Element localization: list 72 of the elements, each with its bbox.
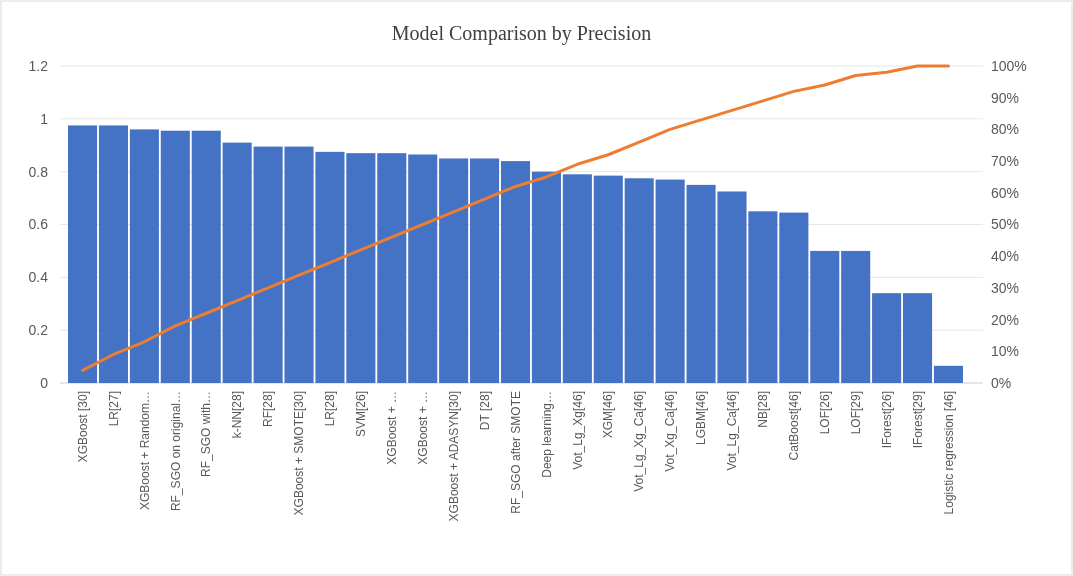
bar [68, 125, 98, 383]
bar [222, 142, 252, 383]
x-tick-label: LOF[29] [848, 391, 863, 435]
bar [903, 293, 933, 383]
x-tick-label: CatBoost[46] [787, 391, 802, 461]
y-tick-label: 0 [40, 374, 49, 391]
y-tick-label: 1 [40, 110, 49, 127]
bar [779, 212, 809, 383]
y2-tick-label: 100% [991, 57, 1027, 74]
x-tick-label: IForest[26] [879, 391, 894, 449]
y2-tick-label: 80% [991, 121, 1020, 138]
x-tick-label: XGBoost [30] [75, 391, 90, 463]
x-tick-label: XGBoost + SMOTE[30] [292, 391, 307, 516]
bar [562, 174, 592, 383]
bar [160, 130, 190, 383]
x-tick-label: Vot_Lg_Xg[46] [570, 391, 585, 470]
bar [933, 365, 963, 383]
bar [655, 179, 685, 383]
y-tick-label: 0.2 [28, 322, 49, 339]
x-tick-label: Vot_Lg_Xg_Ca[46] [632, 391, 647, 492]
x-tick-label: k-NN[28] [230, 391, 245, 439]
x-tick-label: LR[27] [106, 391, 121, 427]
y2-tick-label: 10% [991, 343, 1020, 360]
x-tick-label: RF[28] [261, 391, 276, 428]
y2-tick-label: 70% [991, 153, 1020, 169]
y2-tick-label: 30% [991, 279, 1020, 296]
y-tick-label: 1.2 [28, 57, 49, 74]
x-tick-label: XGBoost + Random… [137, 391, 152, 511]
x-tick-label: DT [28] [477, 391, 492, 431]
x-tick-label: RF_SGO on original… [168, 391, 183, 512]
bar [841, 250, 871, 383]
y2-tick-label: 50% [991, 216, 1020, 233]
x-tick-label: XGBoost + … [385, 391, 399, 465]
bar [470, 158, 500, 383]
x-tick-label: NB[28] [756, 391, 771, 428]
y2-tick-label: 60% [991, 184, 1020, 201]
bar [531, 171, 561, 383]
x-tick-label: Vot_Lg_Ca[46] [725, 391, 740, 471]
y-tick-label: 0.8 [28, 163, 49, 180]
y2-tick-label: 40% [991, 248, 1020, 265]
x-tick-label: IForest[29] [910, 391, 925, 449]
x-tick-label: XGBoost + … [415, 391, 430, 465]
y2-tick-label: 0% [991, 374, 1012, 391]
bar [191, 130, 221, 383]
y-tick-label: 0.6 [28, 216, 49, 233]
x-tick-label: RF_SGO with… [199, 391, 214, 478]
x-tick-label: Logistic regression [46] [941, 391, 956, 515]
y-tick-label: 0.4 [28, 269, 49, 286]
x-tick-label: Vot_Xg_Ca[46] [663, 391, 678, 472]
bar [593, 175, 623, 383]
chart-title: Model Comparison by Precision [391, 22, 652, 45]
line-series [81, 64, 950, 372]
bar [624, 178, 654, 383]
x-tick-label: LGBM[46] [694, 391, 709, 446]
bar [500, 161, 531, 383]
x-tick-label: LOF[26] [817, 391, 832, 435]
x-tick-label: LR[28] [323, 391, 338, 427]
x-tick-label: Deep learning… [539, 391, 554, 478]
bar [98, 125, 128, 383]
y2-tick-label: 20% [991, 311, 1020, 328]
bar [408, 154, 438, 383]
bar [377, 153, 407, 383]
bar [872, 293, 902, 383]
bar [129, 129, 159, 383]
x-tick-label: XGBoost + ADASYN[30] [446, 391, 461, 522]
bar [810, 250, 840, 383]
x-tick-label: SVM[26] [354, 391, 369, 438]
bar [439, 158, 469, 383]
x-tick-label: RF_SGO after SMOTE [508, 391, 523, 514]
bar [346, 153, 376, 383]
x-tick-label: XGM[46] [601, 391, 616, 439]
y2-tick-label: 90% [991, 89, 1020, 106]
